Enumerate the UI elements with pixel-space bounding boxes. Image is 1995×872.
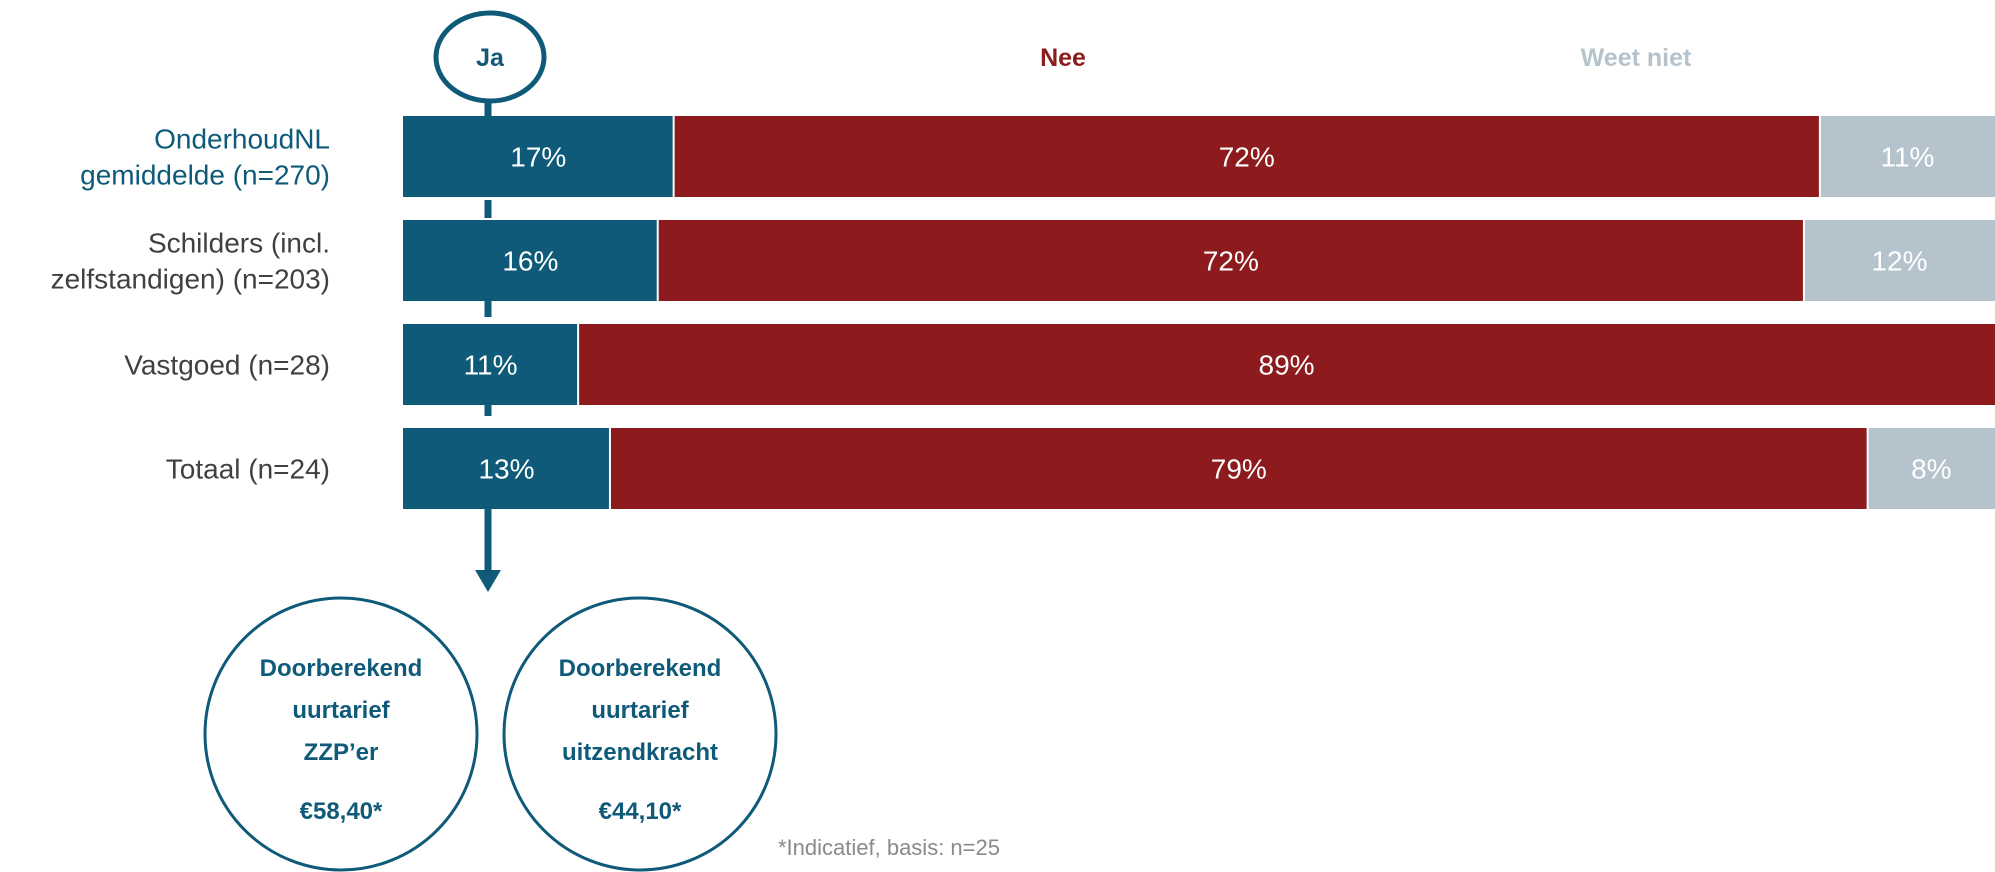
callout-1-value: €44,10*	[599, 798, 682, 825]
legend-weet-niet: Weet niet	[1581, 44, 1692, 72]
data-label-weet-niet-1: 12%	[1871, 246, 1927, 277]
data-label-ja-2: 11%	[464, 350, 518, 381]
bar-ja-0	[403, 116, 674, 197]
callout-1-line-1: uurtarief	[591, 697, 689, 724]
bar-nee-1	[657, 220, 1804, 301]
callout-0: Doorberekend uurtarief ZZP’er €58,40*	[203, 596, 479, 872]
data-label-nee-2: 89%	[1259, 350, 1315, 381]
bar-weet-niet-1	[1803, 220, 1995, 301]
callout-1-line-0: Doorberekend	[559, 655, 722, 682]
data-label-ja-3: 13%	[478, 454, 534, 485]
data-label-nee-1: 72%	[1203, 246, 1259, 277]
category-label-0-line-1: gemiddelde (n=270)	[80, 160, 330, 191]
callout-circle-1	[502, 596, 778, 872]
bar-weet-niet-0	[1819, 116, 1995, 197]
legend-nee: Nee	[1040, 44, 1086, 72]
legend-ja: Ja	[476, 44, 505, 72]
callout-0-line-2: ZZP’er	[304, 739, 379, 766]
bars: 17% 72% 11% 16% 72% 12% 11% 89% 13% 79% 8%	[403, 116, 1995, 509]
bar-nee-0	[673, 116, 1820, 197]
bar-weet-niet-3	[1867, 428, 1995, 509]
category-label-2-line-0: Vastgoed (n=28)	[124, 350, 330, 381]
data-label-nee-3: 79%	[1211, 454, 1267, 485]
data-label-nee-0: 72%	[1219, 142, 1275, 173]
callout-1: Doorberekend uurtarief uitzendkracht €44,10…	[502, 596, 778, 872]
callout-1-line-2: uitzendkracht	[562, 739, 718, 766]
bar-nee-2	[578, 324, 1995, 405]
callout-0-line-0: Doorberekend	[260, 655, 423, 682]
connector-arrowhead	[475, 570, 501, 592]
category-label-0-line-0: OnderhoudNL	[154, 124, 330, 155]
data-label-ja-0: 17%	[510, 142, 566, 173]
callout-circle-0	[203, 596, 479, 872]
data-label-weet-niet-0: 11%	[1880, 142, 1934, 173]
callout-0-line-1: uurtarief	[292, 697, 390, 724]
legend: Ja Nee Weet niet	[433, 10, 1692, 104]
data-label-weet-niet-3: 8%	[1911, 454, 1951, 485]
bar-ja-2	[403, 324, 579, 405]
category-labels: OnderhoudNL gemiddelde (n=270) Schilders (…	[51, 124, 330, 485]
bar-nee-3	[609, 428, 1868, 509]
footnote: *Indicatief, basis: n=25	[778, 835, 1000, 860]
category-label-1-line-0: Schilders (incl.	[148, 228, 330, 259]
callouts: DoorberekenduurtariefZZP’er€58,40*Doorbe…	[203, 596, 778, 872]
bar-ja-1	[403, 220, 658, 301]
data-label-ja-1: 16%	[502, 246, 558, 277]
category-label-3-line-0: Totaal (n=24)	[166, 454, 330, 485]
category-label-1-line-1: zelfstandigen) (n=203)	[51, 264, 330, 295]
callout-0-value: €58,40*	[300, 798, 383, 825]
bar-ja-3	[403, 428, 610, 509]
